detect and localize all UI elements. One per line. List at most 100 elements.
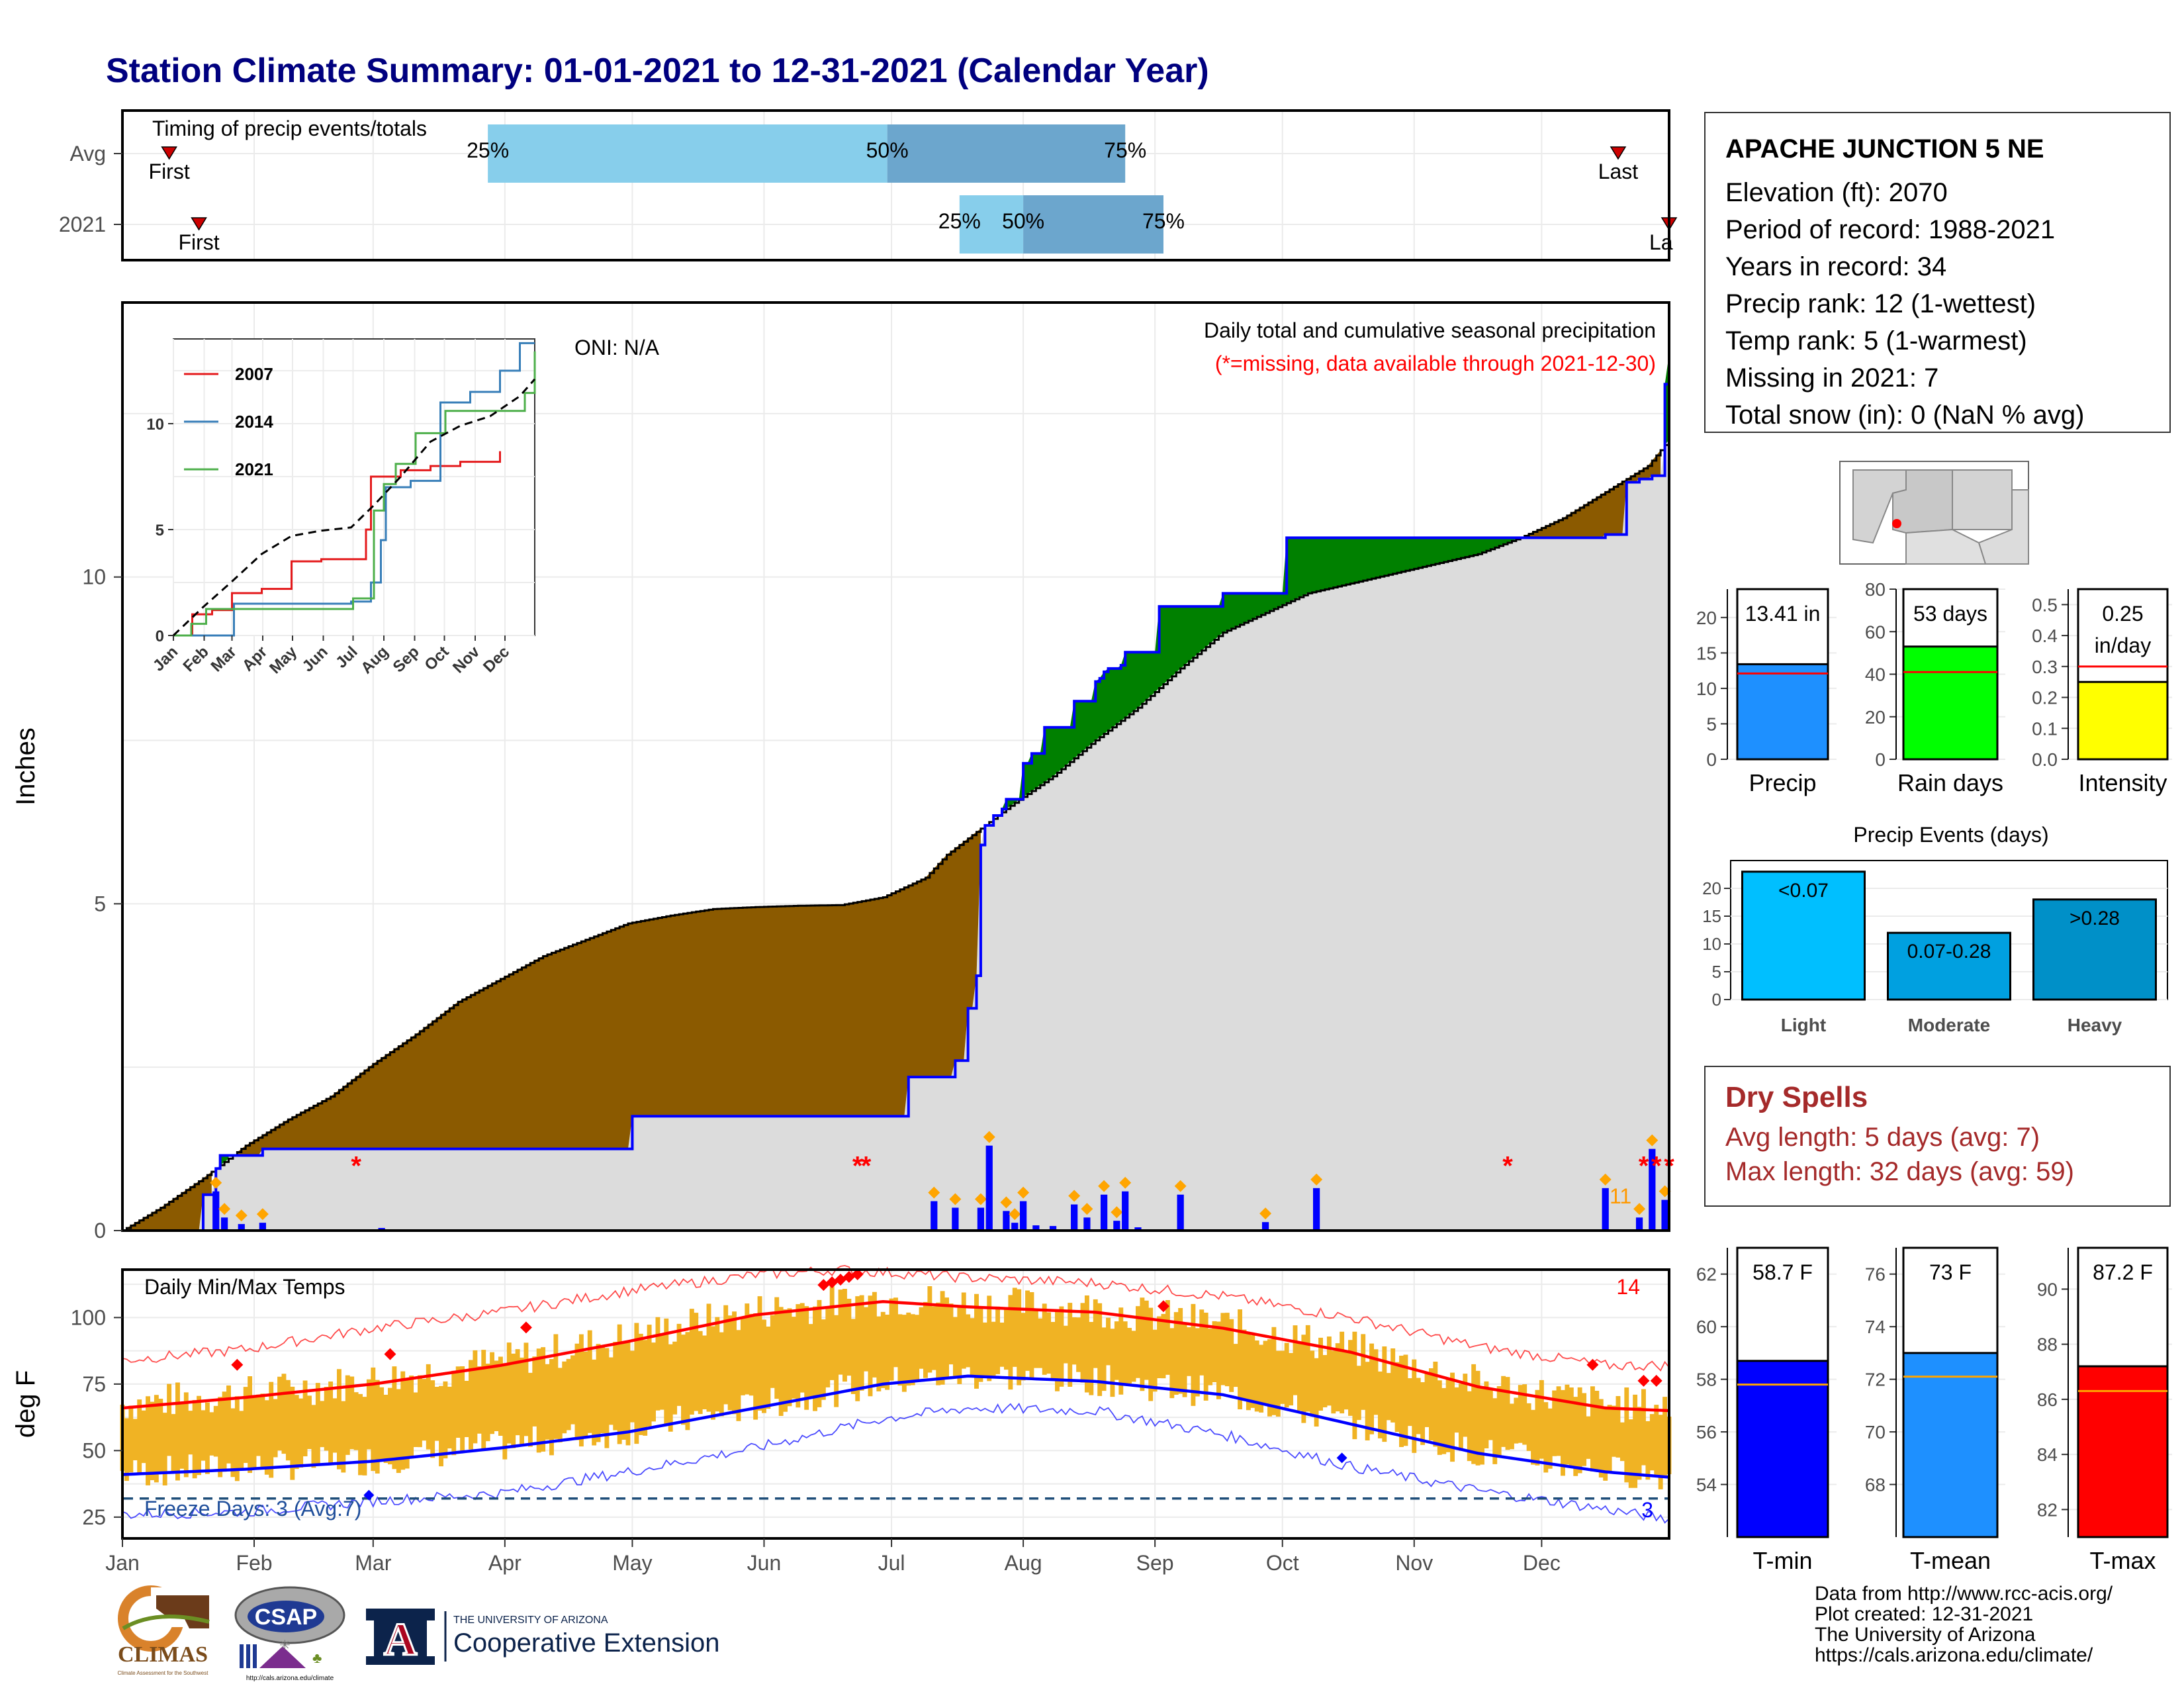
mini-bar-ytick-label: 84 <box>2037 1444 2058 1465</box>
inset-xtick-label: Jul <box>332 643 361 672</box>
mini-bar-value <box>1902 645 1999 761</box>
csap-logo-url: http://cals.arizona.edu/climate <box>246 1675 334 1682</box>
record-high-marker <box>1650 1374 1662 1387</box>
mini-bar-category-label: T-min <box>1753 1547 1813 1574</box>
precip-event-category-label: Moderate <box>1908 1015 1990 1035</box>
month-tick-label: May <box>612 1551 652 1575</box>
inset-xtick-label: Aug <box>357 643 392 677</box>
record-high-marker <box>520 1321 532 1334</box>
dry-spells-max: Max length: 32 days (avg: 59) <box>1725 1157 2074 1186</box>
mini-bar-value-label: 87.2 F <box>2093 1260 2153 1284</box>
record-max-line <box>122 1264 1670 1372</box>
daily-precip-bar <box>1635 1217 1643 1231</box>
inset-xtick-label: Feb <box>179 643 212 675</box>
avg-max-temp-line <box>122 1299 1670 1413</box>
daily-precip-bar <box>1312 1188 1320 1231</box>
inset-xtick-label: Sep <box>390 643 423 676</box>
mini-bar-category-label: Intensity <box>2078 769 2167 796</box>
month-tick-label: Sep <box>1136 1551 1174 1575</box>
timing-bar-q50-q75-2021 <box>1023 195 1163 254</box>
first-event-label: First <box>149 160 190 183</box>
mini-bar-t-min: 54 56 58 60 62 58.7 F T-min <box>1696 1246 1837 1574</box>
ua-logo-letter: A <box>384 1615 418 1665</box>
missing-day-marker: * <box>351 1151 361 1180</box>
mini-bar-category-label: T-max <box>2089 1547 2156 1574</box>
mini-bar-value-label: 73 F <box>1929 1260 1972 1284</box>
timing-bar-q25-q50-avg <box>488 124 887 183</box>
precip-event-bar-label: <0.07 <box>1778 880 1829 902</box>
temp-ytick-label: 50 <box>82 1438 106 1462</box>
precip-event-bar-label: 0.07-0.28 <box>1907 941 1991 962</box>
inset-xtick-label: Oct <box>421 643 452 674</box>
inset-xtick-label: Mar <box>207 643 240 675</box>
missing-day-marker: * <box>1639 1151 1649 1180</box>
inset-xtick-label: May <box>266 643 301 678</box>
mini-bar-ytick-label: 0 <box>1875 749 1886 770</box>
precip-deficit-area <box>126 450 1661 1231</box>
inset-legend-label: 2007 <box>235 364 273 384</box>
daily-precip-marker <box>983 1131 995 1143</box>
mini-bar-ytick-label: 56 <box>1696 1422 1717 1442</box>
temp-ylabel: deg F <box>11 1370 40 1438</box>
daily-precip-bar <box>1602 1188 1609 1231</box>
station-elevation: Elevation (ft): 2070 <box>1725 178 1948 207</box>
daily-precip-bar <box>1113 1221 1120 1231</box>
daily-precip-marker <box>1111 1206 1123 1219</box>
mini-bar-ytick-label: 72 <box>1865 1370 1886 1390</box>
daily-precip-marker <box>1259 1207 1272 1220</box>
svg-text:♣: ♣ <box>312 1650 322 1666</box>
precip-events-ytick-label: 5 <box>1712 962 1721 982</box>
timing-q25-label: 25% <box>467 138 509 162</box>
daily-precip-bar <box>1032 1225 1040 1231</box>
mini-bar-ytick-label: 0.3 <box>2032 657 2058 677</box>
precip-events-title: Precip Events (days) <box>1853 823 2048 847</box>
daily-precip-bar <box>1071 1204 1078 1231</box>
record-high-count: 14 <box>1616 1275 1640 1299</box>
mini-bar-ytick-label: 58 <box>1696 1370 1717 1390</box>
mini-bar-value <box>2077 1365 2169 1538</box>
climas-logo: CLIMAS Climate Assessment for the Southw… <box>110 1582 216 1685</box>
mini-bar-value <box>2077 680 2169 761</box>
mini-bar-ytick-label: 54 <box>1696 1475 1717 1495</box>
mini-bar-value-label-2: in/day <box>2095 633 2151 657</box>
precip-ytick-label: 0 <box>94 1219 106 1243</box>
month-tick-label: Feb <box>236 1551 272 1575</box>
daily-precip-bar <box>1011 1223 1019 1231</box>
dry-spells-box: Dry Spells Avg length: 5 days (avg: 7) M… <box>1704 1066 2171 1207</box>
daily-precip-bar <box>952 1207 959 1231</box>
ua-logo-big-text: Cooperative Extension <box>453 1628 719 1658</box>
daily-precip-bar <box>1122 1191 1129 1231</box>
month-tick-label: Mar <box>355 1551 391 1575</box>
temp-panel: 25 50 75 100 deg F Daily Min/Max Temps Free… <box>11 1264 1672 1575</box>
timing-bar-q50-q75-avg <box>887 124 1126 183</box>
month-tick-label: Dec <box>1523 1551 1561 1575</box>
timing-q75-label: 75% <box>1104 138 1146 162</box>
month-tick-label: Apr <box>488 1551 522 1575</box>
footer-credits: Data from http://www.rcc-acis.org/ Plot … <box>1815 1583 2113 1665</box>
daily-precip-bar <box>238 1224 245 1231</box>
precip-ytick-label: 10 <box>82 565 106 589</box>
record-high-marker <box>1157 1300 1169 1313</box>
mini-bar-ytick-label: 5 <box>1706 714 1717 734</box>
inset-xtick-label: Apr <box>239 643 271 675</box>
mini-bar-intensity: 0.0 0.1 0.2 0.3 0.4 0.5 0.25 in/day Intensity <box>2032 588 2172 796</box>
oni-label: ONI: N/A <box>574 336 660 359</box>
first-event-label: First <box>178 230 219 254</box>
inset-series-2014 <box>173 342 535 637</box>
precip-event-bar <box>1741 870 1866 1001</box>
svg-text:✳: ✳ <box>279 1638 291 1653</box>
precip-event-category-label: Heavy <box>2068 1015 2122 1035</box>
daily-precip-marker <box>1009 1208 1021 1221</box>
footer-data-source: Data from http://www.rcc-acis.org/ <box>1815 1583 2113 1605</box>
mini-bar-t-max: 82 84 86 88 90 87.2 F T-max <box>2037 1246 2172 1574</box>
daily-precip-bar <box>1177 1194 1184 1231</box>
missing-day-marker: * <box>1502 1151 1513 1180</box>
precip-caption: Daily total and cumulative seasonal prec… <box>1204 318 1656 342</box>
missing-count: 11 <box>1610 1184 1631 1208</box>
mini-bar-ytick-label: 15 <box>1696 643 1717 663</box>
inset-xtick-label: Jan <box>150 643 181 675</box>
mini-bar-value-label: 53 days <box>1913 602 1987 626</box>
csap-logo-text: CSAP <box>255 1605 317 1630</box>
station-temp-rank: Temp rank: 5 (1-warmest) <box>1725 326 2027 355</box>
station-map <box>1839 461 2029 565</box>
